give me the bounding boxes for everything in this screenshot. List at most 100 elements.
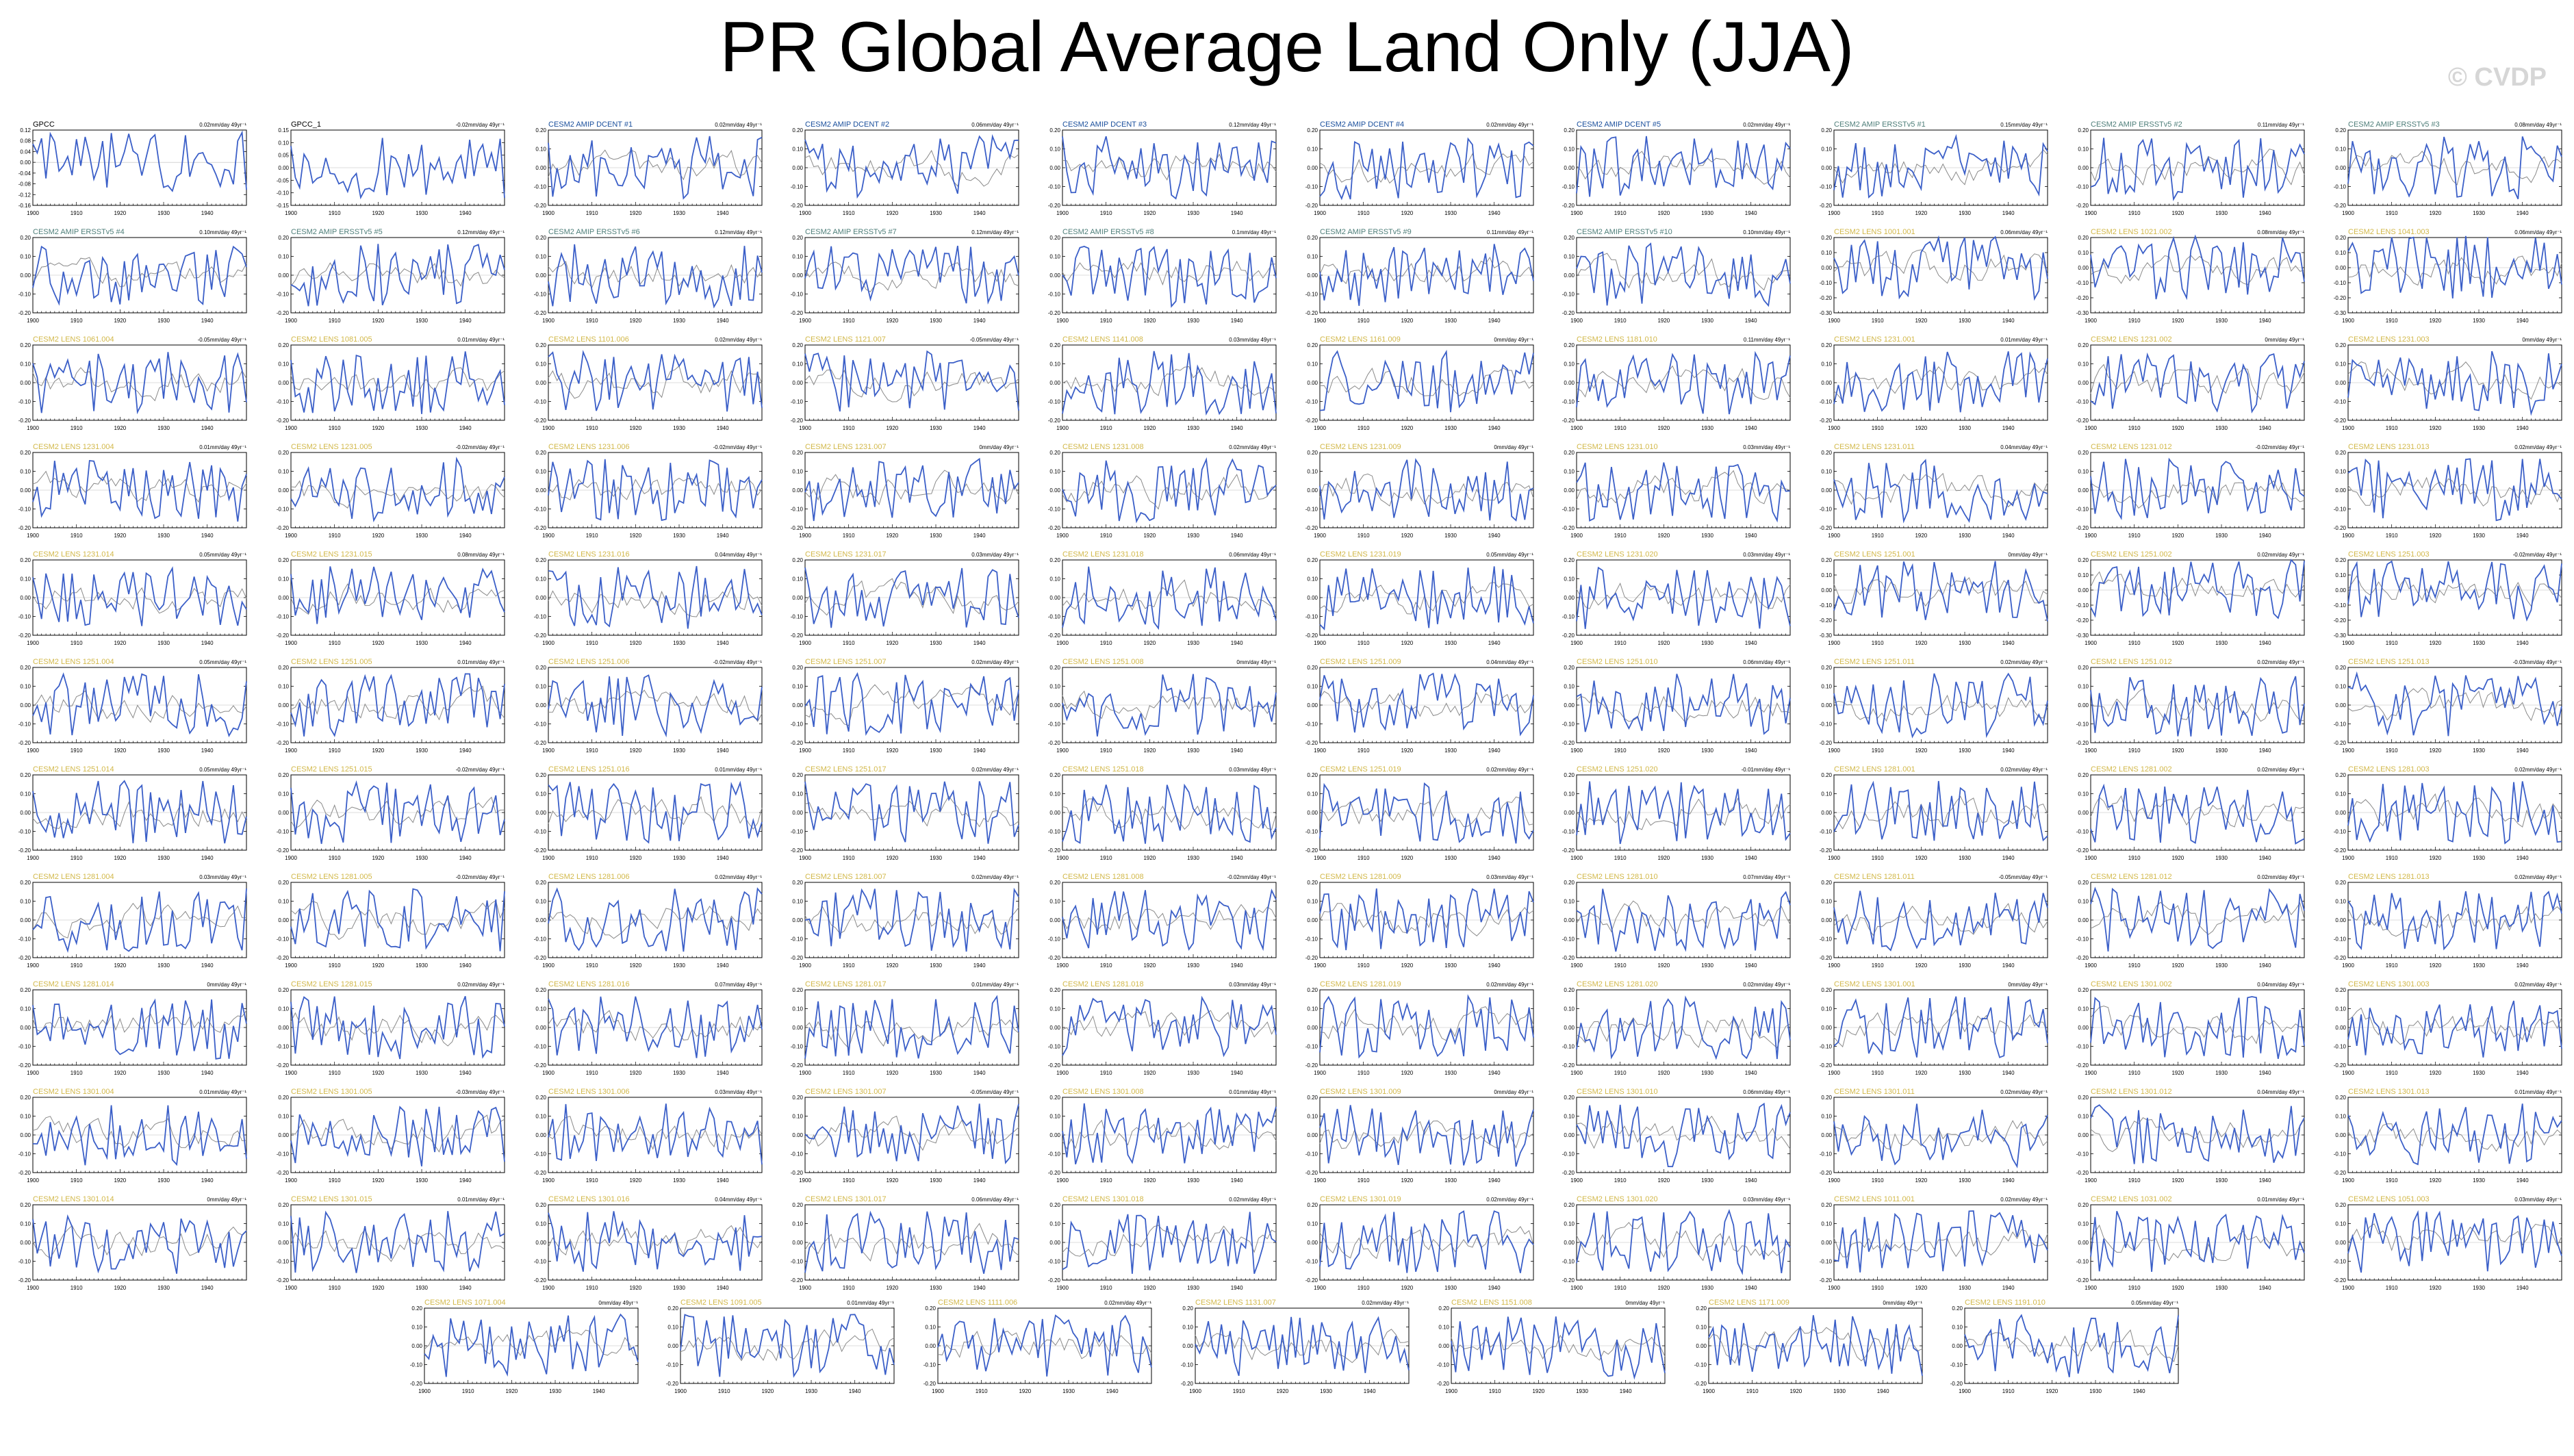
x-tick-label: 1910: [586, 855, 598, 861]
x-tick-label: 1900: [542, 210, 555, 216]
panel-trend: 0.06mm/day 49yr⁻¹: [971, 122, 1019, 128]
chart-panel: CESM2 LENS 1251.013 -0.03mm/day 49yr⁻¹ 0.2…: [2323, 654, 2564, 761]
y-tick-label: -0.20: [1305, 310, 1318, 316]
y-tick-label: -0.10: [18, 829, 31, 835]
chart-panel: CESM2 AMIP ERSSTv5 #4 0.10mm/day 49yr⁻¹ 0.…: [8, 224, 249, 331]
main-series-line: [290, 138, 505, 200]
chart-panel: GPCC 0.02mm/day 49yr⁻¹ 0.12 0.08 0.04 0.00 -0.…: [8, 116, 249, 223]
main-series-line: [548, 136, 763, 200]
y-tick-label: -0.10: [277, 190, 290, 196]
x-tick-label: 1900: [542, 318, 555, 324]
x-tick-label: 1920: [629, 318, 641, 324]
panel-trend: 0.08mm/day 49yr⁻¹: [2514, 122, 2562, 128]
reference-series-line: [1062, 474, 1277, 510]
y-tick-label: 0.10: [1564, 254, 1575, 260]
y-tick-label: 0.20: [1821, 235, 1832, 241]
y-tick-label: 0.00: [278, 272, 289, 279]
x-tick-label: 1900: [2342, 318, 2354, 324]
x-tick-label: 1910: [1358, 318, 1370, 324]
y-tick-label: 0.10: [792, 684, 803, 690]
x-tick-label: 1910: [329, 748, 341, 754]
chart-panel: CESM2 LENS 1251.001 0mm/day 49yr⁻¹ 0.20 0.1…: [1809, 546, 2050, 653]
panel-title: CESM2 LENS 1041.003: [2348, 228, 2430, 236]
chart-panel: CESM2 LENS 1021.002 0.08mm/day 49yr⁻¹ 0.20…: [2066, 224, 2307, 331]
y-tick-label: 0.10: [278, 791, 289, 797]
panel-svg: CESM2 LENS 1251.010 0.06mm/day 49yr⁻¹ 0.20…: [1562, 658, 1791, 754]
panel-svg: CESM2 AMIP DCENT #2 0.06mm/day 49yr⁻¹ 0.20…: [791, 120, 1019, 216]
panel-title: CESM2 LENS 1021.002: [2091, 228, 2172, 236]
panel-trend: 0.1mm/day 49yr⁻¹: [1232, 229, 1277, 235]
panel-title: CESM2 LENS 1181.010: [1577, 335, 1657, 344]
y-tick-label: 0.00: [1564, 272, 1575, 279]
x-tick-label: 1900: [27, 210, 39, 216]
x-tick-label: 1940: [2516, 533, 2529, 539]
chart-panel: CESM2 LENS 1121.007 -0.05mm/day 49yr⁻¹ 0.2…: [780, 331, 1021, 438]
main-series-line: [804, 133, 1019, 199]
main-series-line: [1833, 235, 2048, 301]
x-tick-label: 1940: [1231, 210, 1243, 216]
x-tick-label: 1920: [1915, 425, 1927, 431]
x-tick-label: 1930: [416, 748, 428, 754]
x-tick-label: 1940: [1745, 748, 1757, 754]
y-tick-label: 0.10: [1821, 250, 1832, 256]
chart-panel: CESM2 AMIP ERSSTv5 #8 0.1mm/day 49yr⁻¹ 0.2…: [1038, 224, 1279, 331]
chart-panel: CESM2 AMIP ERSSTv5 #3 0.08mm/day 49yr⁻¹ 0.…: [2323, 116, 2564, 223]
y-tick-label: -0.10: [1048, 292, 1061, 298]
panel-title: CESM2 LENS 1081.005: [291, 335, 372, 344]
panel-title: CESM2 LENS 1251.011: [1834, 658, 1915, 666]
panel-title: CESM2 AMIP DCENT #5: [1577, 120, 1661, 129]
x-tick-label: 1930: [2215, 640, 2228, 646]
x-tick-label: 1940: [2259, 640, 2271, 646]
chart-panel: CESM2 LENS 1251.002 0.02mm/day 49yr⁻¹ 0.20…: [2066, 546, 2307, 653]
panel-trend: 0mm/day 49yr⁻¹: [1236, 659, 1276, 665]
chart-panel: CESM2 AMIP ERSSTv5 #7 0.12mm/day 49yr⁻¹ 0.…: [780, 224, 1021, 331]
y-tick-label: 0.00: [2335, 380, 2346, 386]
x-tick-label: 1940: [973, 640, 986, 646]
x-tick-label: 1930: [673, 640, 685, 646]
x-tick-label: 1910: [329, 210, 341, 216]
y-tick-label: -0.10: [1820, 399, 1833, 405]
reference-series-line: [2090, 149, 2305, 186]
y-tick-label: 0.10: [1307, 469, 1318, 475]
y-tick-label: 0.00: [2335, 265, 2346, 271]
y-tick-label: -0.10: [791, 829, 804, 835]
panel-svg: CESM2 AMIP ERSSTv5 #3 0.08mm/day 49yr⁻¹ 0.…: [2334, 120, 2562, 216]
y-tick-label: -0.20: [1048, 740, 1061, 746]
main-series-line: [804, 350, 1019, 412]
x-tick-label: 1940: [1231, 425, 1243, 431]
panel-svg: CESM2 LENS 1231.001 0.01mm/day 49yr⁻¹ 0.20…: [1820, 335, 2048, 431]
panel-trend: 0.02mm/day 49yr⁻¹: [1743, 122, 1790, 128]
y-tick-label: -0.20: [2076, 740, 2089, 746]
x-tick-label: 1910: [586, 210, 598, 216]
x-tick-label: 1900: [799, 748, 811, 754]
reference-series-line: [804, 149, 1019, 188]
y-tick-label: 0.00: [20, 595, 31, 601]
y-tick-label: -0.10: [1820, 280, 1833, 286]
chart-panel: CESM2 AMIP ERSSTv5 #2 0.11mm/day 49yr⁻¹ 0.…: [2066, 116, 2307, 223]
panel-title: CESM2 LENS 1231.009: [1320, 443, 1401, 451]
y-tick-label: 0.20: [2078, 235, 2089, 241]
x-tick-label: 1910: [1358, 533, 1370, 539]
x-tick-label: 1920: [372, 210, 384, 216]
y-tick-label: -0.20: [534, 203, 547, 209]
x-tick-label: 1920: [1401, 748, 1413, 754]
panel-svg: CESM2 AMIP ERSSTv5 #6 0.12mm/day 49yr⁻¹ 0.…: [534, 228, 763, 324]
y-tick-label: 0.00: [535, 595, 546, 601]
x-tick-label: 1910: [1872, 533, 1884, 539]
main-series-line: [1062, 674, 1277, 737]
y-tick-label: 0.10: [535, 361, 546, 368]
panel-trend: 0.11mm/day 49yr⁻¹: [1744, 337, 1790, 343]
x-tick-label: 1910: [329, 425, 341, 431]
y-tick-label: 0.10: [2335, 572, 2346, 578]
x-tick-label: 1900: [1056, 748, 1069, 754]
y-tick-label: 0.10: [1307, 576, 1318, 583]
panel-svg: CESM2 LENS 1231.009 0mm/day 49yr⁻¹ 0.20 0.1…: [1305, 443, 1534, 539]
x-tick-label: 1920: [2171, 425, 2184, 431]
x-tick-label: 1900: [27, 640, 39, 646]
chart-panel: CESM2 AMIP DCENT #2 0.06mm/day 49yr⁻¹ 0.20…: [780, 116, 1021, 223]
x-tick-label: 1940: [459, 748, 472, 754]
y-tick-label: -0.20: [1305, 740, 1318, 746]
y-tick-label: 0.20: [1049, 127, 1060, 133]
panel-svg: CESM2 LENS 1251.007 0.02mm/day 49yr⁻¹ 0.20…: [791, 658, 1019, 754]
panel-svg: CESM2 LENS 1231.012 -0.02mm/day 49yr⁻¹ 0.2…: [2076, 443, 2305, 539]
